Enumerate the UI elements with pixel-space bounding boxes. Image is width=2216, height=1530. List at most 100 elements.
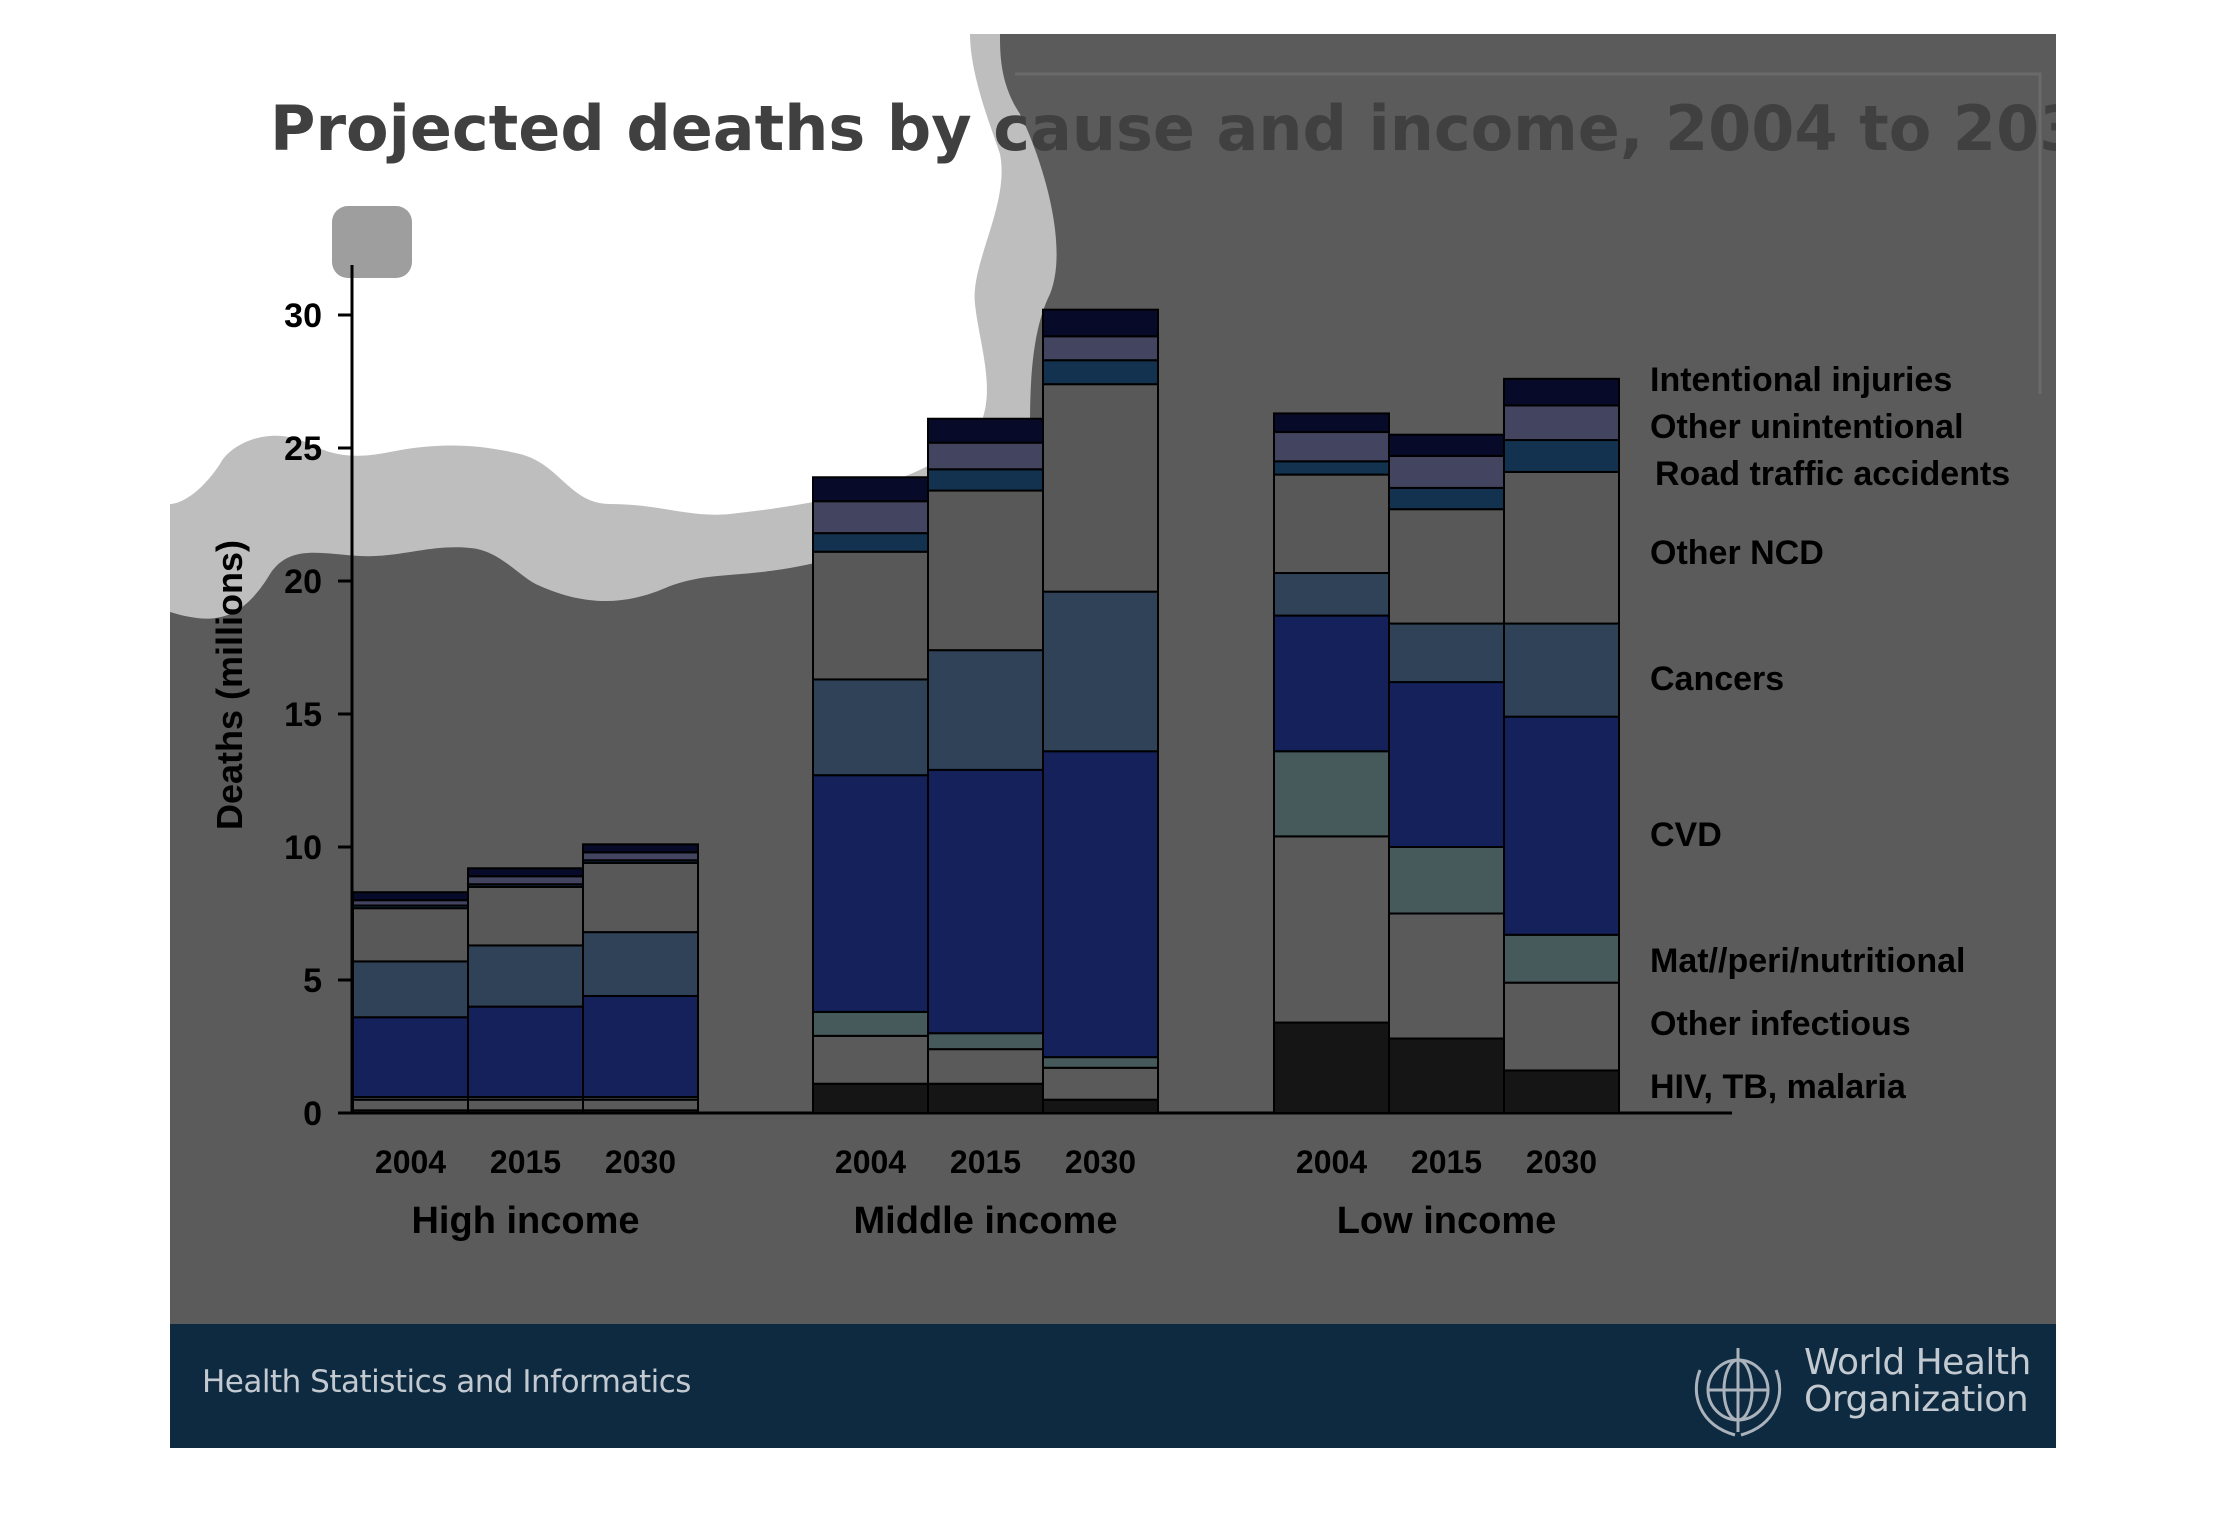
bar-segment (467, 1005, 584, 1099)
y-axis-label: Deaths (millions) (209, 540, 250, 830)
bar-segment (1388, 454, 1505, 489)
slide: Projected deaths by cause and income, 20… (170, 34, 2056, 1448)
bar-segment (467, 875, 584, 886)
bar-segment (1388, 681, 1505, 849)
legend-label: CVD (1650, 816, 1722, 854)
legend-label: Mat//peri/nutritional (1650, 942, 1965, 980)
bar-segment (927, 1082, 1044, 1114)
x-tick-label: 2015 (950, 1144, 1021, 1180)
bar-segment (467, 1098, 584, 1112)
bar-segment (1503, 622, 1620, 718)
bar-segment (352, 907, 469, 963)
bar-segment (1503, 1069, 1620, 1114)
bar-segment (1388, 846, 1505, 915)
bar-segment (1042, 359, 1159, 386)
bar-segment (1503, 439, 1620, 473)
y-tick-label: 10 (284, 829, 322, 867)
x-tick-label: 2030 (1065, 1144, 1136, 1180)
y-tick-label: 30 (284, 297, 322, 335)
bar-segment (812, 550, 929, 681)
bar-segment (927, 1048, 1044, 1085)
y-tick-label: 15 (284, 696, 322, 734)
bar-segment (467, 885, 584, 947)
bar-segment (812, 1082, 929, 1114)
x-tick-label: 2015 (490, 1144, 561, 1180)
group-label: Low income (1337, 1200, 1557, 1242)
bar-segment (927, 768, 1044, 1035)
bar-segment (582, 843, 699, 854)
bar-segment (1388, 486, 1505, 511)
legend-label: Cancers (1650, 660, 1784, 698)
bar-segment (1503, 470, 1620, 625)
bar-segment (1042, 590, 1159, 753)
bar-segment (1388, 433, 1505, 457)
bar-segment (1388, 912, 1505, 1040)
bar-segment (1273, 412, 1390, 434)
background-graphic (170, 34, 2042, 619)
bar-segment (1273, 835, 1390, 1024)
bar-segment (927, 489, 1044, 652)
bar-segment (352, 891, 469, 902)
bar-segment (1042, 1056, 1159, 1069)
bar-segment (812, 532, 929, 553)
legend-label: HIV, TB, malaria (1650, 1068, 1907, 1106)
legend-label: Other NCD (1650, 534, 1824, 572)
x-tick-label: 2015 (1411, 1144, 1482, 1180)
chart: Projected deaths by cause and income, 20… (209, 92, 2056, 1242)
x-tick-label: 2004 (375, 1144, 446, 1180)
bar-segment (582, 861, 699, 934)
org-name-line2: Organization (1804, 1379, 2029, 1420)
bar-segment (352, 1016, 469, 1099)
who-emblem-icon (1694, 1348, 1782, 1437)
bar-segment (582, 851, 699, 862)
bar-segment (1042, 1098, 1159, 1114)
footer-bar: Health Statistics and Informatics World … (170, 1324, 2056, 1448)
white-region (170, 34, 1002, 515)
y-tick-label: 20 (284, 563, 322, 601)
bar-segment (1273, 473, 1390, 575)
bar-segment (467, 867, 584, 878)
bar-segment (1273, 1021, 1390, 1114)
legend-label: Intentional injuries (1650, 361, 1952, 399)
globe-arc (1015, 72, 2042, 394)
x-tick-label: 2030 (1526, 1144, 1597, 1180)
bar-segment (927, 441, 1044, 471)
y-tick-label: 5 (303, 962, 322, 1000)
bar-segment (582, 994, 699, 1099)
bar-segment (1273, 431, 1390, 463)
bar-segment (1273, 572, 1390, 617)
bar-segment (582, 931, 699, 997)
bar-segment (927, 468, 1044, 492)
bar-segment (467, 944, 584, 1008)
bar-segment (812, 1010, 929, 1037)
bar-segment (1388, 1037, 1505, 1115)
group-label: High income (411, 1200, 639, 1242)
bar-segment (1273, 614, 1390, 753)
y-tick-label: 0 (303, 1095, 322, 1133)
bar-segment (1042, 750, 1159, 1059)
legend-label: Other infectious (1650, 1005, 1911, 1043)
bar-segment (1273, 750, 1390, 838)
x-tick-label: 2030 (605, 1144, 676, 1180)
x-tick-label: 2004 (1296, 1144, 1367, 1180)
bar-segment (1503, 377, 1620, 407)
plot-area: 0 5 10 15 20 25 30 2004 2015 2030 High income 2004 2… (284, 265, 2010, 1242)
bar-segment (927, 649, 1044, 771)
bar-segment (1042, 383, 1159, 593)
footer-label: Health Statistics and Informatics (202, 1364, 691, 1400)
bar-segment (1388, 508, 1505, 625)
y-tick-label: 25 (284, 430, 322, 468)
legend-label: Other unintentional (1650, 408, 1964, 446)
bar-segment (927, 417, 1044, 444)
bar-segment (1503, 404, 1620, 442)
group-label: Middle income (854, 1200, 1118, 1242)
x-tick-label: 2004 (835, 1144, 906, 1180)
corner-block (332, 206, 412, 278)
bar-segment (582, 1098, 699, 1112)
bar-segment (1042, 1066, 1159, 1101)
bar-segment (812, 476, 929, 503)
legend-label: Road traffic accidents (1655, 455, 2010, 493)
bar-segment (927, 1032, 1044, 1051)
bar-segment (1388, 622, 1505, 684)
chart-title: Projected deaths by cause and income, 20… (270, 92, 2056, 165)
